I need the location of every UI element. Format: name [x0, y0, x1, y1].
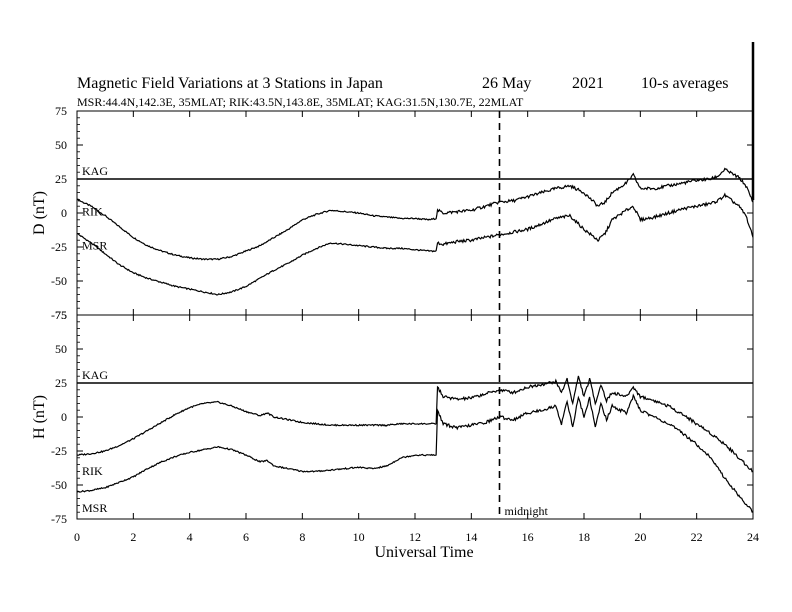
x-axis: 0 2 4 6 8 10 12 14 16 18 20 22 24 — [74, 530, 759, 544]
chart-title-date: 26 May — [482, 75, 531, 92]
x-tick-label: 24 — [747, 530, 759, 544]
d-series-rik — [76, 167, 754, 261]
x-tick-label: 22 — [691, 530, 703, 544]
h-series-rik — [76, 375, 754, 473]
chart-title-year: 2021 — [572, 75, 604, 92]
chart-title-averaging: 10-s averages — [641, 75, 729, 92]
d-panel: -75 -50 -25 0 25 50 75 KAG RIK MSR — [51, 104, 754, 322]
x-tick-label: 10 — [353, 530, 365, 544]
h-panel: -75 -50 -25 0 25 50 75 KAG RIK MSR — [51, 308, 754, 526]
x-tick-label: 16 — [522, 530, 534, 544]
h-y-tick-label: -50 — [51, 478, 67, 492]
h-label-msr: MSR — [82, 501, 107, 515]
h-y-tick-label: 75 — [55, 308, 67, 322]
d-series-msr — [76, 192, 754, 296]
d-y-tick-label: -50 — [51, 274, 67, 288]
h-y-tick-label: 50 — [55, 342, 67, 356]
x-tick-label: 2 — [130, 530, 136, 544]
midnight-label: midnight — [505, 504, 549, 518]
h-series-msr — [76, 393, 754, 513]
x-tick-label: 4 — [187, 530, 193, 544]
d-y-tick-label: 75 — [55, 104, 67, 118]
x-tick-label: 20 — [634, 530, 646, 544]
x-tick-label: 0 — [74, 530, 80, 544]
h-y-tick-label: -25 — [51, 444, 67, 458]
h-y-tick-label: 25 — [55, 376, 67, 390]
x-axis-label: Universal Time — [374, 544, 473, 561]
station-coordinates: MSR:44.4N,142.3E, 35MLAT; RIK:43.5N,143.… — [77, 95, 524, 109]
x-tick-label: 14 — [465, 530, 477, 544]
h-label-rik: RIK — [82, 464, 103, 478]
x-tick-label: 8 — [299, 530, 305, 544]
d-y-tick-label: 50 — [55, 138, 67, 152]
d-axis-label: D (nT) — [31, 191, 48, 235]
h-panel-frame — [76, 314, 754, 520]
h-kag-label: KAG — [82, 368, 108, 382]
chart-title: Magnetic Field Variations at 3 Stations … — [77, 75, 383, 92]
d-y-tick-label: -25 — [51, 240, 67, 254]
d-label-msr: MSR — [82, 238, 107, 252]
h-axis-label: H (nT) — [31, 395, 48, 439]
d-kag-label: KAG — [82, 164, 108, 178]
h-y-tick-label: -75 — [51, 512, 67, 526]
x-tick-label: 6 — [243, 530, 249, 544]
d-panel-frame — [76, 110, 754, 316]
x-tick-label: 12 — [409, 530, 421, 544]
d-y-tick-label: 25 — [55, 172, 67, 186]
x-tick-label: 18 — [578, 530, 590, 544]
d-y-tick-label: -75 — [51, 308, 67, 322]
h-y-tick-label: 0 — [61, 410, 67, 424]
d-y-tick-label: 0 — [61, 206, 67, 220]
d-label-rik: RIK — [82, 204, 103, 218]
